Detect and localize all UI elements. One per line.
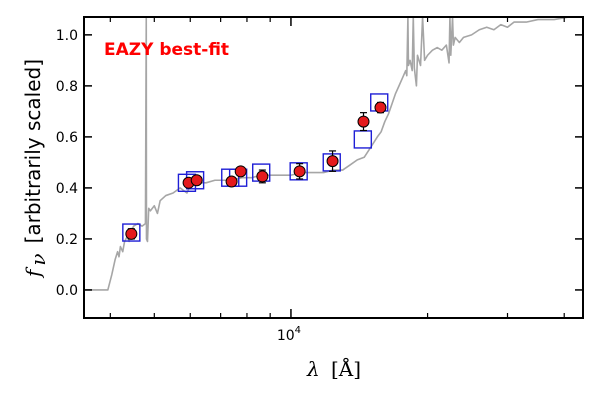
y-axis-label: f ν [arbitrarily scaled] <box>21 59 50 279</box>
observed-flux-point <box>234 165 247 178</box>
svg-text:f ν [arbitrarily s: f ν [arbitrarily scaled] <box>21 59 50 279</box>
model-photometry <box>122 93 389 242</box>
axes-frame <box>83 16 584 319</box>
best-fit-label: EAZY best-fit <box>104 40 229 60</box>
observed-flux-point <box>125 227 138 240</box>
svg-text:λ [Å]: λ [Å] <box>306 356 361 381</box>
y-axis-subscript: ν <box>26 253 50 265</box>
model-flux-square <box>122 223 141 242</box>
model-spectrum <box>84 17 583 291</box>
y-tick-label: 0.8 <box>56 79 78 95</box>
observed-flux-point <box>190 174 203 187</box>
x-axis-unit: [Å] <box>331 356 361 381</box>
y-tick-label: 0.2 <box>56 232 78 248</box>
observed-flux-point <box>357 115 370 128</box>
model-flux-square <box>289 162 308 181</box>
model-spectrum-line <box>84 17 583 291</box>
x-axis-label: λ [Å] <box>306 356 361 381</box>
y-tick-label: 1.0 <box>56 28 78 44</box>
x-tick-label: 104 <box>277 325 301 344</box>
model-flux-square <box>353 130 373 149</box>
axis-ticks: 0.0 0.2 0.4 0.6 0.8 1.0 104 <box>56 17 583 344</box>
x-axis-symbol: λ <box>306 357 320 381</box>
observed-flux-point <box>374 101 387 114</box>
y-tick-label: 0.4 <box>56 181 78 197</box>
y-axis-text: [arbitrarily scaled] <box>21 59 45 243</box>
observed-flux-point <box>256 170 269 183</box>
observed-flux-point <box>293 165 306 178</box>
y-axis-symbol: f <box>21 266 45 279</box>
y-tick-label: 0.6 <box>56 130 78 146</box>
observed-flux-point <box>326 155 339 168</box>
observed-photometry <box>125 101 387 240</box>
y-tick-label: 0.0 <box>56 283 78 299</box>
observed-flux-point <box>225 175 238 188</box>
plot-area: 0.0 0.2 0.4 0.6 0.8 1.0 104 <box>56 16 584 344</box>
